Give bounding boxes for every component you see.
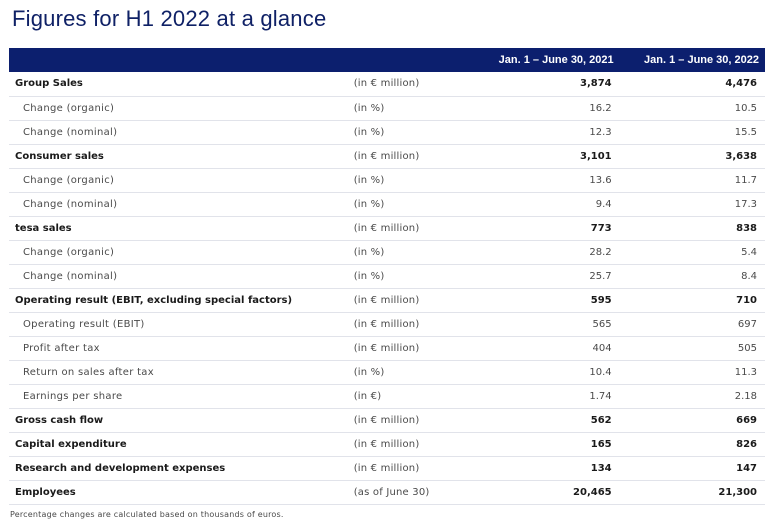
row-unit: (in %) [353, 168, 475, 193]
value-2021: 134 [474, 456, 620, 481]
table-row: Operating result (EBIT) (in € million) 565… [9, 312, 765, 337]
row-label: Operating result (EBIT) [9, 312, 354, 337]
value-2021: 28.2 [474, 240, 620, 265]
header-label-cell [9, 48, 354, 72]
value-2021: 25.7 [474, 264, 620, 289]
row-label: Earnings per share [9, 384, 354, 409]
table-row: Capital expenditure (in € million) 165 826 [9, 432, 765, 457]
value-2021: 3,874 [474, 72, 620, 97]
value-2022: 2.18 [619, 384, 765, 409]
value-2021: 10.4 [474, 360, 620, 385]
row-unit: (in %) [353, 96, 475, 121]
value-2021: 404 [474, 336, 620, 361]
table-header-row: Jan. 1 – June 30, 2021 Jan. 1 – June 30,… [9, 48, 765, 72]
row-label: Change (nominal) [9, 192, 354, 217]
value-2022: 11.3 [619, 360, 765, 385]
header-2022: Jan. 1 – June 30, 2022 [644, 54, 759, 66]
table-row: Change (nominal) (in %) 9.4 17.3 [9, 192, 765, 217]
row-label: Research and development expenses [9, 456, 354, 481]
table-row: Consumer sales (in € million) 3,101 3,638 [9, 144, 765, 169]
value-2022: 4,476 [619, 72, 765, 97]
table-row: Operating result (EBIT, excluding specia… [9, 288, 765, 313]
row-label: Employees [9, 480, 354, 505]
value-2022: 838 [619, 216, 765, 241]
value-2022: 669 [619, 408, 765, 433]
value-2021: 562 [474, 408, 620, 433]
table-body: Group Sales (in € million) 3,874 4,476 Chang… [9, 72, 765, 505]
value-2021: 1.74 [474, 384, 620, 409]
row-label: Capital expenditure [9, 432, 354, 457]
value-2021: 20,465 [474, 480, 620, 505]
value-2021: 165 [474, 432, 620, 457]
row-unit: (in %) [353, 264, 475, 289]
value-2022: 505 [619, 336, 765, 361]
row-unit: (in € million) [353, 336, 475, 361]
value-2021: 3,101 [474, 144, 620, 169]
value-2021: 12.3 [474, 120, 620, 145]
table-row: Change (organic) (in %) 28.2 5.4 [9, 240, 765, 265]
table-row: Earnings per share (in €) 1.74 2.18 [9, 384, 765, 409]
row-unit: (in € million) [353, 72, 475, 97]
value-2021: 13.6 [474, 168, 620, 193]
value-2021: 773 [474, 216, 620, 241]
row-label: Change (organic) [9, 240, 354, 265]
row-label: Change (organic) [9, 168, 354, 193]
row-unit: (in € million) [353, 408, 475, 433]
table-row: Return on sales after tax (in %) 10.4 11.3 [9, 360, 765, 385]
row-unit: (in %) [353, 360, 475, 385]
table-row: Change (nominal) (in %) 25.7 8.4 [9, 264, 765, 289]
row-unit: (in € million) [353, 144, 475, 169]
row-unit: (in € million) [353, 312, 475, 337]
value-2021: 565 [474, 312, 620, 337]
value-2022: 710 [619, 288, 765, 313]
value-2022: 21,300 [619, 480, 765, 505]
value-2021: 595 [474, 288, 620, 313]
value-2022: 15.5 [619, 120, 765, 145]
row-unit: (as of June 30) [353, 480, 475, 505]
value-2022: 826 [619, 432, 765, 457]
row-unit: (in €) [353, 384, 475, 409]
row-unit: (in € million) [353, 216, 475, 241]
header-unit-cell [354, 48, 475, 72]
page-title: Figures for H1 2022 at a glance [12, 6, 327, 31]
value-2022: 5.4 [619, 240, 765, 265]
value-2021: 9.4 [474, 192, 620, 217]
value-2022: 147 [619, 456, 765, 481]
value-2022: 17.3 [619, 192, 765, 217]
row-label: Change (nominal) [9, 264, 354, 289]
row-unit: (in € million) [353, 432, 475, 457]
footnote: Percentage changes are calculated based … [10, 510, 284, 519]
row-label: Operating result (EBIT, excluding specia… [9, 288, 354, 313]
row-unit: (in %) [353, 192, 475, 217]
value-2022: 3,638 [619, 144, 765, 169]
value-2021: 16.2 [474, 96, 620, 121]
row-unit: (in %) [353, 240, 475, 265]
row-unit: (in € million) [353, 456, 475, 481]
value-2022: 11.7 [619, 168, 765, 193]
table-row: Employees (as of June 30) 20,465 21,300 [9, 480, 765, 505]
row-label: Change (nominal) [9, 120, 354, 145]
value-2022: 10.5 [619, 96, 765, 121]
table-row: Research and development expenses (in € m… [9, 456, 765, 481]
table-row: Gross cash flow (in € million) 562 669 [9, 408, 765, 433]
table-row: Group Sales (in € million) 3,874 4,476 [9, 72, 765, 97]
row-label: Profit after tax [9, 336, 354, 361]
table-row: Change (nominal) (in %) 12.3 15.5 [9, 120, 765, 145]
key-figures-table: Jan. 1 – June 30, 2021 Jan. 1 – June 30,… [9, 48, 765, 505]
table-row: Change (organic) (in %) 13.6 11.7 [9, 168, 765, 193]
table-row: tesa sales (in € million) 773 838 [9, 216, 765, 241]
row-label: Return on sales after tax [9, 360, 354, 385]
header-2021: Jan. 1 – June 30, 2021 [498, 54, 614, 66]
row-label: Gross cash flow [9, 408, 354, 433]
table-row: Change (organic) (in %) 16.2 10.5 [9, 96, 765, 121]
row-label: tesa sales [9, 216, 354, 241]
value-2022: 8.4 [619, 264, 765, 289]
table-row: Profit after tax (in € million) 404 505 [9, 336, 765, 361]
row-label: Consumer sales [9, 144, 354, 169]
value-2022: 697 [619, 312, 765, 337]
row-unit: (in %) [353, 120, 475, 145]
row-label: Group Sales [9, 72, 354, 97]
row-unit: (in € million) [353, 288, 475, 313]
row-label: Change (organic) [9, 96, 354, 121]
